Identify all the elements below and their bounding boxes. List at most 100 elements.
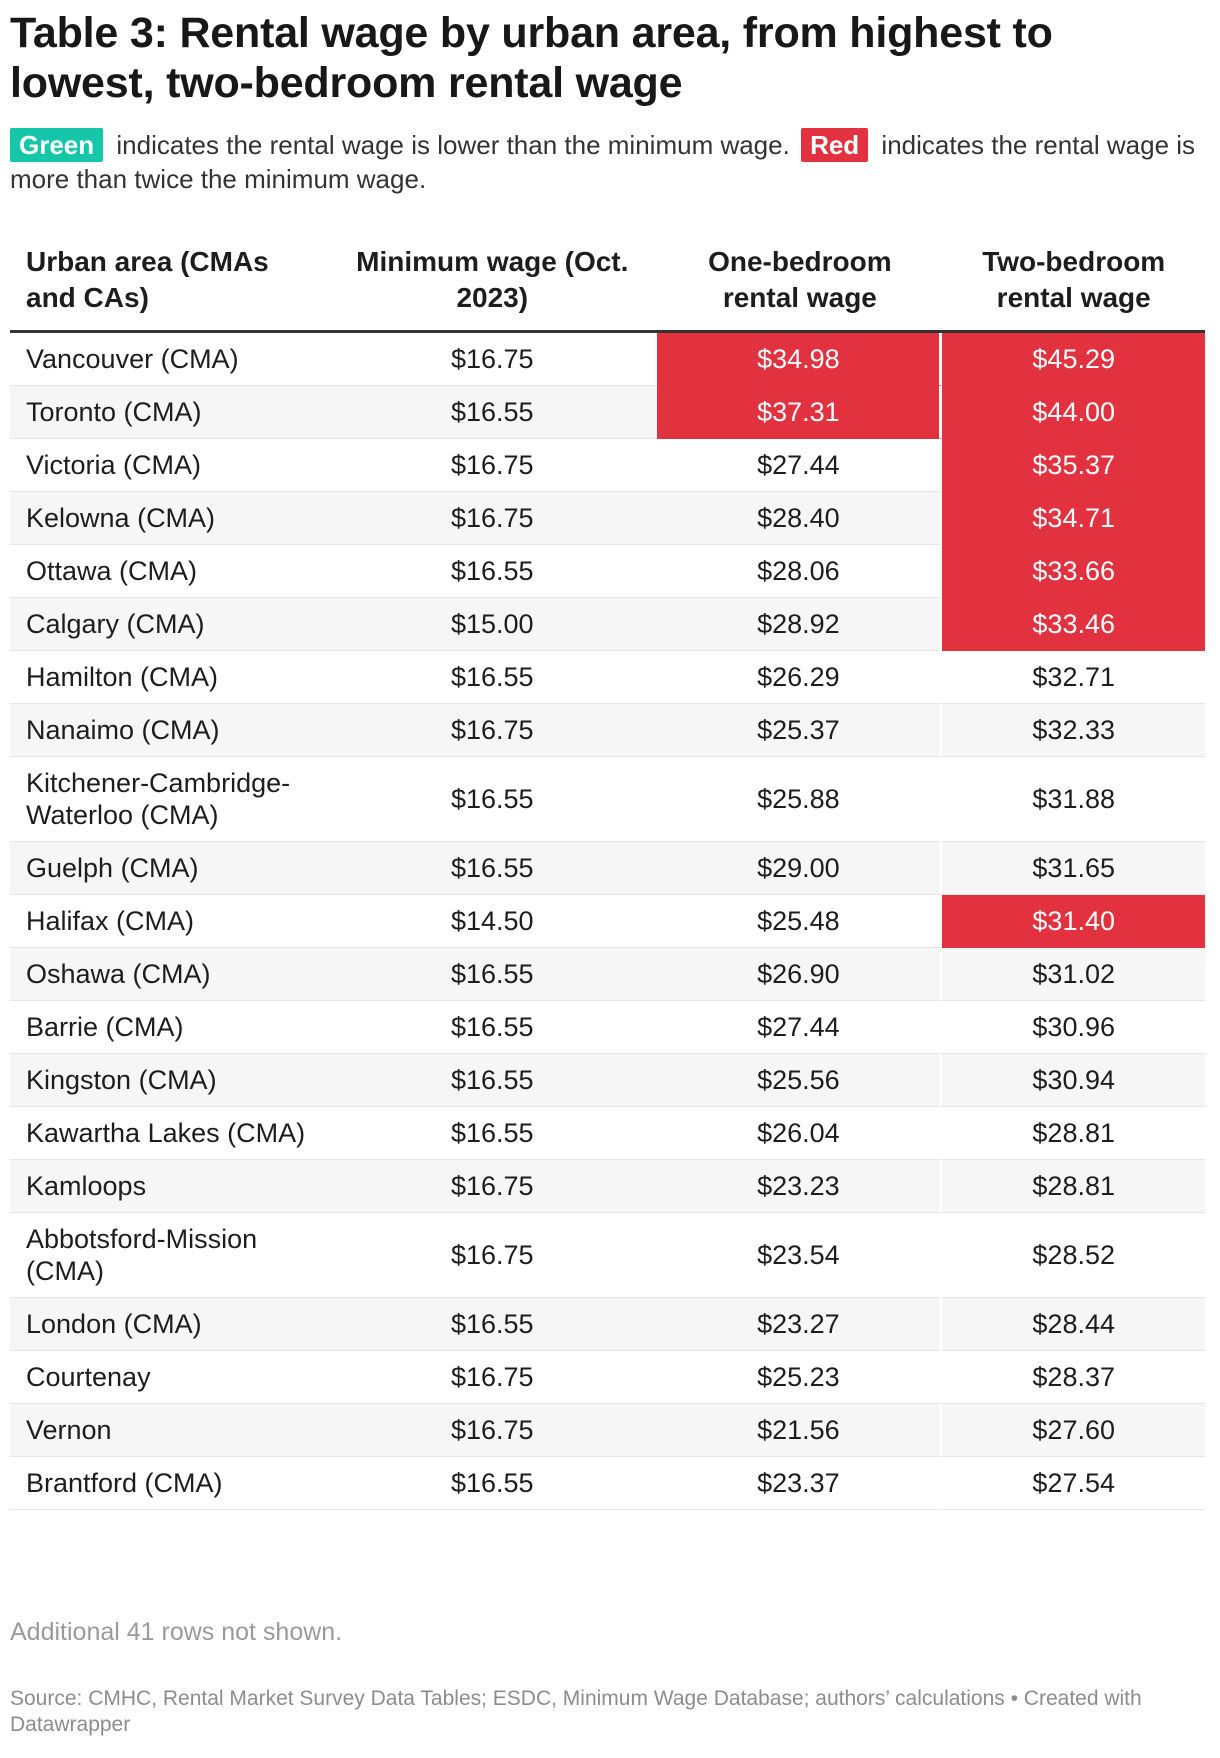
- table-row: Abbotsford-Mission (CMA) $16.75 $23.54 $28.…: [10, 1213, 1205, 1298]
- cell-minimum-wage: $16.55: [327, 545, 658, 598]
- cell-two-bedroom-wage: $30.94: [942, 1054, 1205, 1107]
- cell-two-bedroom-wage: $32.33: [942, 704, 1205, 757]
- green-legend-tag: Green: [10, 128, 104, 162]
- cell-urban-area: Nanaimo (CMA): [10, 704, 328, 757]
- cell-one-bedroom-wage: $27.44: [657, 1001, 943, 1054]
- cell-one-bedroom-wage: $28.06: [657, 545, 943, 598]
- rental-wage-table: Urban area (CMAs and CAs) Minimum wage (…: [10, 240, 1205, 1510]
- cell-one-bedroom-wage: $26.29: [657, 651, 943, 704]
- table-row: Nanaimo (CMA) $16.75 $25.37 $32.33: [10, 704, 1205, 757]
- chart-title: Table 3: Rental wage by urban area, from…: [10, 9, 1053, 107]
- cell-minimum-wage: $16.75: [327, 333, 658, 386]
- cell-urban-area: Courtenay: [10, 1351, 328, 1404]
- cell-urban-area: Ottawa (CMA): [10, 545, 328, 598]
- table-row: Courtenay $16.75 $25.23 $28.37: [10, 1351, 1205, 1404]
- description-text-1: indicates the rental wage is lower than …: [109, 130, 798, 160]
- cell-one-bedroom-wage: $37.31: [657, 386, 943, 439]
- cell-one-bedroom-wage: $23.37: [657, 1457, 943, 1510]
- column-header-two-bedroom[interactable]: Two-bedroom rental wage: [942, 240, 1205, 333]
- cell-one-bedroom-wage: $26.90: [657, 948, 943, 1001]
- table-body: Vancouver (CMA) $16.75 $34.98 $45.29 Toronto…: [10, 333, 1205, 1510]
- cell-two-bedroom-wage: $35.37: [942, 439, 1205, 492]
- table-row: Ottawa (CMA) $16.55 $28.06 $33.66: [10, 545, 1205, 598]
- table-row: Brantford (CMA) $16.55 $23.37 $27.54: [10, 1457, 1205, 1510]
- cell-two-bedroom-wage: $31.65: [942, 842, 1205, 895]
- cell-minimum-wage: $16.75: [327, 1404, 658, 1457]
- table-row: Hamilton (CMA) $16.55 $26.29 $32.71: [10, 651, 1205, 704]
- cell-one-bedroom-wage: $34.98: [657, 333, 943, 386]
- cell-two-bedroom-wage: $45.29: [942, 333, 1205, 386]
- cell-one-bedroom-wage: $25.48: [657, 895, 943, 948]
- cell-urban-area: Halifax (CMA): [10, 895, 328, 948]
- cell-two-bedroom-wage: $28.81: [942, 1160, 1205, 1213]
- cell-one-bedroom-wage: $25.37: [657, 704, 943, 757]
- description-text-2: indicates the rental wage is more than t…: [10, 130, 1196, 194]
- table-row: London (CMA) $16.55 $23.27 $28.44: [10, 1298, 1205, 1351]
- cell-urban-area: Calgary (CMA): [10, 598, 328, 651]
- table-header-row: Urban area (CMAs and CAs) Minimum wage (…: [10, 240, 1205, 333]
- cell-urban-area: Victoria (CMA): [10, 439, 328, 492]
- cell-urban-area: Vernon: [10, 1404, 328, 1457]
- red-legend-tag: Red: [801, 128, 869, 162]
- cell-urban-area: Kingston (CMA): [10, 1054, 328, 1107]
- cell-two-bedroom-wage: $27.60: [942, 1404, 1205, 1457]
- cell-one-bedroom-wage: $23.27: [657, 1298, 943, 1351]
- cell-minimum-wage: $16.75: [327, 439, 658, 492]
- table-row: Barrie (CMA) $16.55 $27.44 $30.96: [10, 1001, 1205, 1054]
- cell-two-bedroom-wage: $31.02: [942, 948, 1205, 1001]
- column-header-minimum-wage[interactable]: Minimum wage (Oct. 2023): [327, 240, 658, 333]
- table-row: Toronto (CMA) $16.55 $37.31 $44.00: [10, 386, 1205, 439]
- cell-one-bedroom-wage: $27.44: [657, 439, 943, 492]
- cell-urban-area: Toronto (CMA): [10, 386, 328, 439]
- cell-two-bedroom-wage: $44.00: [942, 386, 1205, 439]
- table-row: Kingston (CMA) $16.55 $25.56 $30.94: [10, 1054, 1205, 1107]
- column-header-urban-area[interactable]: Urban area (CMAs and CAs): [10, 240, 328, 333]
- cell-minimum-wage: $16.55: [327, 651, 658, 704]
- cell-urban-area: Kitchener-Cambridge-Waterloo (CMA): [10, 757, 328, 842]
- cell-minimum-wage: $16.75: [327, 1213, 658, 1298]
- cell-two-bedroom-wage: $33.46: [942, 598, 1205, 651]
- cell-one-bedroom-wage: $23.23: [657, 1160, 943, 1213]
- cell-minimum-wage: $16.55: [327, 1107, 658, 1160]
- cell-urban-area: Abbotsford-Mission (CMA): [10, 1213, 328, 1298]
- cell-two-bedroom-wage: $32.71: [942, 651, 1205, 704]
- cell-two-bedroom-wage: $27.54: [942, 1457, 1205, 1510]
- rows-not-shown-note: Additional 41 rows not shown.: [10, 1618, 343, 1646]
- table-row: Calgary (CMA) $15.00 $28.92 $33.46: [10, 598, 1205, 651]
- cell-minimum-wage: $16.75: [327, 492, 658, 545]
- cell-one-bedroom-wage: $21.56: [657, 1404, 943, 1457]
- cell-urban-area: London (CMA): [10, 1298, 328, 1351]
- cell-minimum-wage: $16.55: [327, 1054, 658, 1107]
- cell-urban-area: Barrie (CMA): [10, 1001, 328, 1054]
- cell-minimum-wage: $16.55: [327, 386, 658, 439]
- cell-urban-area: Kamloops: [10, 1160, 328, 1213]
- table-row: Kitchener-Cambridge-Waterloo (CMA) $16.55…: [10, 757, 1205, 842]
- column-header-one-bedroom[interactable]: One-bedroom rental wage: [657, 240, 943, 333]
- table-row: Victoria (CMA) $16.75 $27.44 $35.37: [10, 439, 1205, 492]
- cell-minimum-wage: $16.75: [327, 1351, 658, 1404]
- cell-urban-area: Vancouver (CMA): [10, 333, 328, 386]
- cell-minimum-wage: $15.00: [327, 598, 658, 651]
- cell-two-bedroom-wage: $28.37: [942, 1351, 1205, 1404]
- cell-urban-area: Hamilton (CMA): [10, 651, 328, 704]
- cell-minimum-wage: $16.55: [327, 1001, 658, 1054]
- cell-urban-area: Brantford (CMA): [10, 1457, 328, 1510]
- cell-minimum-wage: $14.50: [327, 895, 658, 948]
- table-row: Kamloops $16.75 $23.23 $28.81: [10, 1160, 1205, 1213]
- cell-two-bedroom-wage: $34.71: [942, 492, 1205, 545]
- cell-two-bedroom-wage: $31.40: [942, 895, 1205, 948]
- table-row: Vernon $16.75 $21.56 $27.60: [10, 1404, 1205, 1457]
- cell-one-bedroom-wage: $25.88: [657, 757, 943, 842]
- table-row: Vancouver (CMA) $16.75 $34.98 $45.29: [10, 333, 1205, 386]
- table-row: Halifax (CMA) $14.50 $25.48 $31.40: [10, 895, 1205, 948]
- cell-one-bedroom-wage: $28.40: [657, 492, 943, 545]
- cell-one-bedroom-wage: $29.00: [657, 842, 943, 895]
- cell-two-bedroom-wage: $31.88: [942, 757, 1205, 842]
- cell-two-bedroom-wage: $28.52: [942, 1213, 1205, 1298]
- cell-minimum-wage: $16.55: [327, 1457, 658, 1510]
- cell-one-bedroom-wage: $25.56: [657, 1054, 943, 1107]
- cell-urban-area: Guelph (CMA): [10, 842, 328, 895]
- table-row: Oshawa (CMA) $16.55 $26.90 $31.02: [10, 948, 1205, 1001]
- cell-two-bedroom-wage: $28.44: [942, 1298, 1205, 1351]
